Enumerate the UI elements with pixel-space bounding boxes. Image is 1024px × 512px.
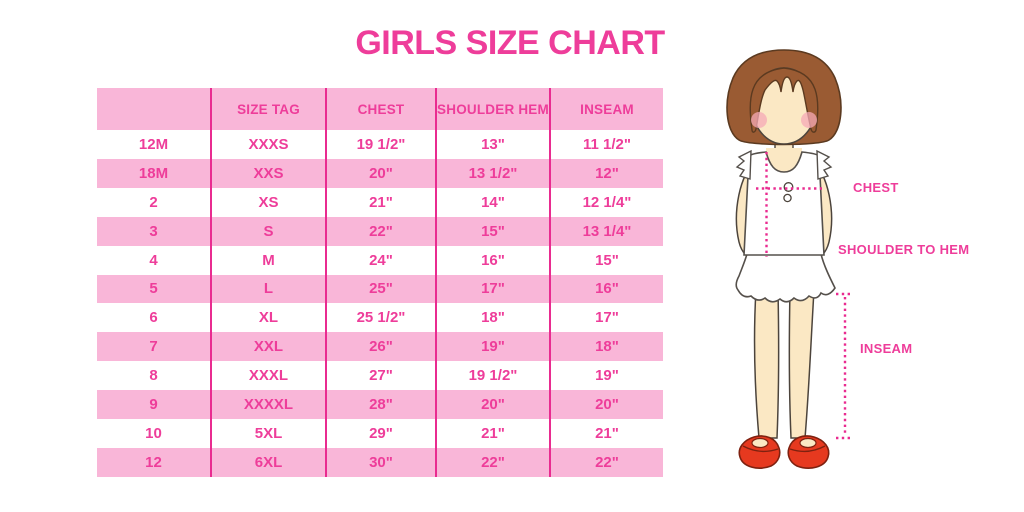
shoulder-hem-cell: 16" [435, 245, 549, 275]
inseam-guide-line [836, 292, 852, 440]
size-tag-cell: XXL [210, 332, 325, 362]
chest-cell: 25" [325, 274, 435, 304]
shoulder-hem-cell: 15" [435, 216, 549, 246]
size-tag-cell: XXXL [210, 361, 325, 391]
inseam-cell: 20" [549, 390, 663, 420]
size-cell: 5 [149, 280, 158, 298]
inseam-measure-label: INSEAM [860, 341, 913, 356]
chest-cell: 28" [325, 390, 435, 420]
shoulder-hem-cell: 20" [435, 390, 549, 420]
size-cell: 10 [145, 425, 162, 443]
table-row: 2 XS 21" 14" 12 1/4" [97, 187, 663, 217]
chest-cell: 21" [325, 187, 435, 217]
size-tag-cell: 6XL [210, 447, 325, 477]
shoulder-hem-cell: 21" [435, 419, 549, 448]
girl-skirt [735, 253, 836, 303]
inseam-cell: 16" [549, 274, 663, 304]
table-row: 3 S 22" 15" 13 1/4" [97, 216, 663, 246]
chest-cell: 30" [325, 447, 435, 477]
girl-right-blush [801, 112, 817, 128]
shoulder-hem-cell: 13 1/2" [435, 158, 549, 188]
shoulder-to-hem-measure-label: SHOULDER TO HEM [838, 242, 970, 257]
header-shoulder-hem-cell: SHOULDER HEM [435, 88, 549, 130]
inseam-cell: 17" [549, 303, 663, 333]
girl-right-shoulder-ruffle [816, 149, 833, 180]
size-tag-cell: XS [210, 187, 325, 217]
chest-cell: 25 1/2" [325, 303, 435, 333]
inseam-cell: 13 1/4" [549, 216, 663, 246]
size-cell: 8 [149, 367, 158, 385]
size-tag-cell: XXS [210, 158, 325, 188]
header-inseam-cell: INSEAM [549, 88, 663, 130]
table-header-row: SIZE TAG CHEST SHOULDER HEM INSEAM [97, 88, 663, 130]
table-row: 6 XL 25 1/2" 18" 17" [97, 303, 663, 333]
table-row: 18M XXS 20" 13 1/2" 12" [97, 158, 663, 188]
inseam-cell: 21" [549, 419, 663, 448]
girl-illustration [726, 49, 852, 469]
table-row: 4 M 24" 16" 15" [97, 245, 663, 275]
inseam-cell: 15" [549, 245, 663, 275]
chest-cell: 24" [325, 245, 435, 275]
inseam-cell: 22" [549, 447, 663, 477]
size-tag-cell: M [210, 245, 325, 275]
girl-left-blush [751, 112, 767, 128]
inseam-cell: 12 1/4" [549, 187, 663, 217]
size-tag-cell: XL [210, 303, 325, 333]
shoulder-hem-cell: 14" [435, 187, 549, 217]
inseam-cell: 18" [549, 332, 663, 362]
shoulder-hem-cell: 17" [435, 274, 549, 304]
size-cell: 3 [149, 222, 158, 240]
table-row: 12 6XL 30" 22" 22" [97, 447, 663, 477]
chest-measure-label: CHEST [853, 180, 899, 195]
size-cell: 2 [149, 193, 158, 211]
chest-cell: 20" [325, 158, 435, 188]
inseam-cell: 12" [549, 158, 663, 188]
page-title: GIRLS SIZE CHART [355, 24, 665, 62]
size-tag-cell: XXXS [210, 130, 325, 159]
shoulder-hem-cell: 19" [435, 332, 549, 362]
shoulder-hem-cell: 13" [435, 130, 549, 159]
size-cell: 12M [138, 135, 169, 153]
chest-cell: 27" [325, 361, 435, 391]
chest-cell: 26" [325, 332, 435, 362]
girl-right-leg [788, 289, 815, 439]
size-tag-cell: L [210, 274, 325, 304]
size-tag-cell: S [210, 216, 325, 246]
size-chart-table: SIZE TAG CHEST SHOULDER HEM INSEAM 12M X… [97, 88, 663, 477]
size-cell: 12 [145, 453, 162, 471]
size-tag-cell: 5XL [210, 419, 325, 448]
header-size-cell [97, 88, 210, 130]
table-row: 9 XXXXL 28" 20" 20" [97, 390, 663, 420]
header-size-tag-cell: SIZE TAG [210, 88, 325, 130]
chest-cell: 22" [325, 216, 435, 246]
girl-dress-button-bottom [783, 193, 792, 203]
table-row: 8 XXXL 27" 19 1/2" 19" [97, 361, 663, 391]
inseam-cell: 11 1/2" [549, 130, 663, 159]
shoulder-hem-cell: 22" [435, 447, 549, 477]
chest-cell: 29" [325, 419, 435, 448]
table-row: 7 XXL 26" 19" 18" [97, 332, 663, 362]
size-cell: 7 [149, 338, 158, 356]
shoulder-hem-cell: 18" [435, 303, 549, 333]
header-chest-cell: CHEST [325, 88, 435, 130]
girl-red-shoes [738, 435, 830, 469]
size-cell: 6 [149, 309, 158, 327]
table-row: 10 5XL 29" 21" 21" [97, 419, 663, 448]
girl-left-leg [753, 289, 780, 439]
shoulder-hem-cell: 19 1/2" [435, 361, 549, 391]
table-row: 5 L 25" 17" 16" [97, 274, 663, 304]
girl-dress-button-top [783, 182, 794, 192]
inseam-cell: 19" [549, 361, 663, 391]
size-cell: 9 [149, 396, 158, 414]
size-tag-cell: XXXXL [210, 390, 325, 420]
girl-bangs [749, 67, 819, 133]
size-cell: 18M [138, 164, 169, 182]
chest-cell: 19 1/2" [325, 130, 435, 159]
table-body: 12M XXXS 19 1/2" 13" 11 1/2" 18M XXS 20"… [97, 130, 663, 477]
table-row: 12M XXXS 19 1/2" 13" 11 1/2" [97, 130, 663, 159]
size-cell: 4 [149, 251, 158, 269]
girl-left-shoulder-ruffle [735, 149, 752, 180]
